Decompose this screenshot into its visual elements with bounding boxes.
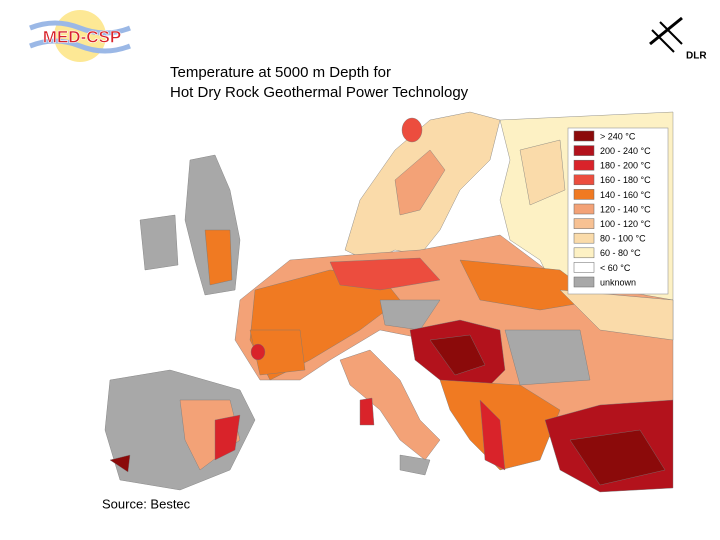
legend-label: 200 - 240 °C bbox=[600, 146, 651, 156]
legend-swatch bbox=[573, 203, 595, 215]
legend-swatch bbox=[573, 218, 595, 229]
source: Source: Bestec bbox=[102, 496, 191, 511]
legend-swatch bbox=[573, 145, 595, 156]
dlr-logo: DLR bbox=[649, 16, 707, 62]
legend-label: < 60 °C bbox=[600, 263, 631, 273]
med-csp-logo: MED-CSP bbox=[29, 10, 131, 62]
legend: > 240 °C 200 - 240 °C 180 - 200 °C 160 - 18… bbox=[567, 127, 669, 295]
legend-swatch bbox=[573, 130, 595, 142]
legend-label: 80 - 100 °C bbox=[600, 234, 646, 244]
map bbox=[97, 108, 674, 493]
legend-label: unknown bbox=[600, 277, 636, 287]
legend-label: 100 - 120 °C bbox=[600, 219, 651, 229]
logo-text: MED-CSP bbox=[43, 27, 121, 46]
legend-swatch bbox=[573, 247, 595, 259]
title: Temperature at 5000 m Depth for bbox=[170, 64, 391, 81]
logo-text: DLR bbox=[686, 51, 707, 62]
legend-label: 60 - 80 °C bbox=[600, 248, 641, 258]
legend-label: 180 - 200 °C bbox=[600, 161, 651, 171]
legend-label: 140 - 160 °C bbox=[600, 190, 651, 200]
legend-swatch bbox=[573, 262, 595, 273]
legend-swatch bbox=[573, 232, 595, 244]
legend-label: 120 - 140 °C bbox=[600, 204, 651, 214]
legend-swatch bbox=[573, 276, 595, 288]
legend-swatch bbox=[573, 159, 595, 171]
legend-label: 160 - 180 °C bbox=[600, 175, 651, 185]
legend-swatch bbox=[573, 189, 595, 200]
legend-label: > 240 °C bbox=[600, 131, 636, 141]
title: Hot Dry Rock Geothermal Power Technology bbox=[170, 84, 469, 101]
legend-swatch bbox=[573, 174, 595, 186]
